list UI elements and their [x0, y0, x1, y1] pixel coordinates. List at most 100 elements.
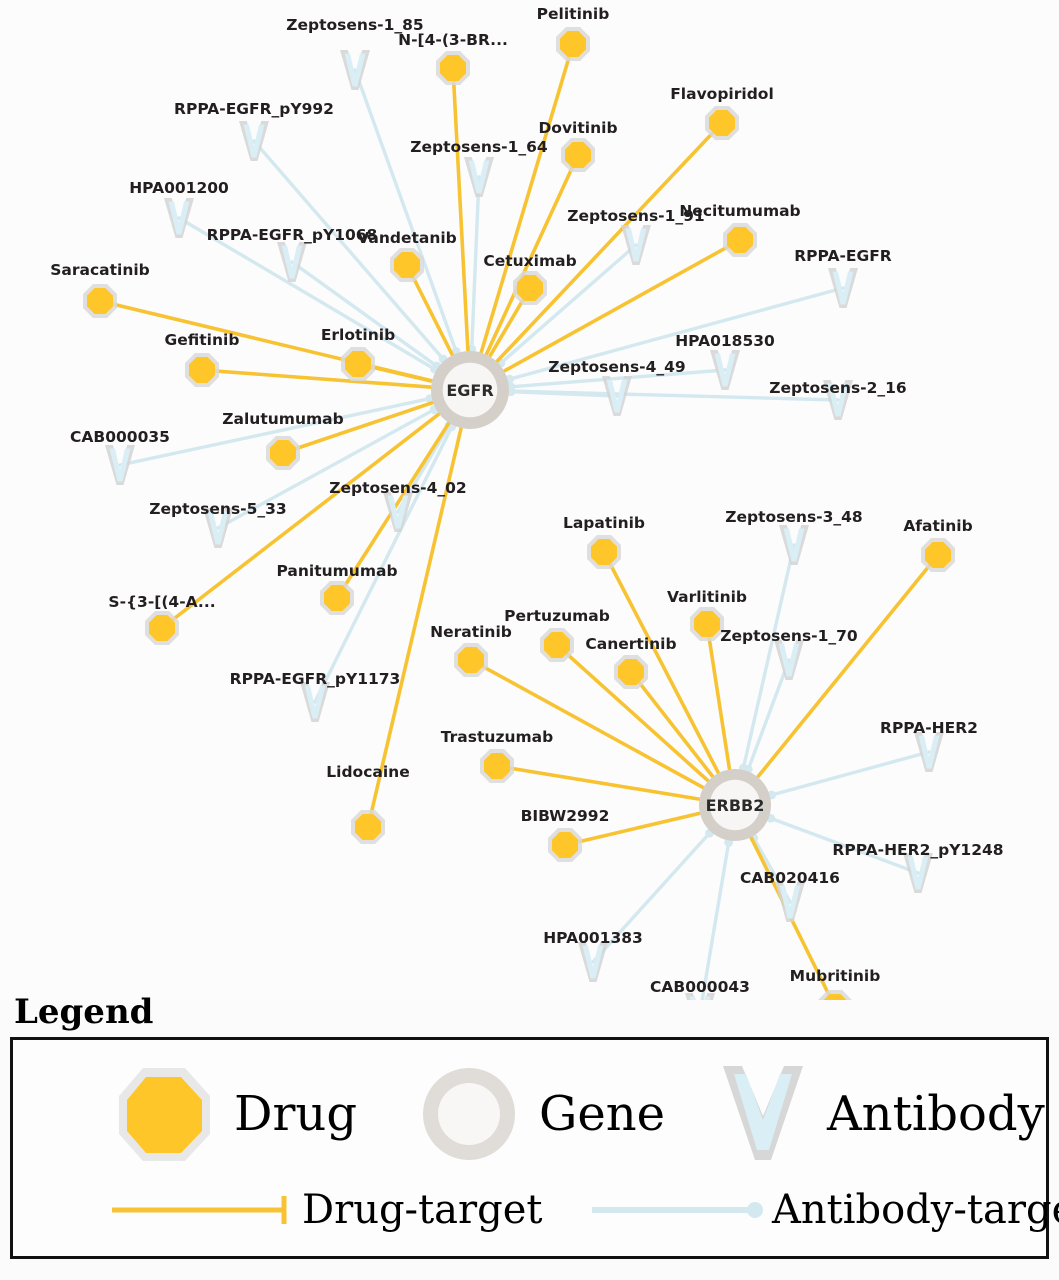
antibody-glyph — [907, 856, 929, 890]
antibody-node[interactable] — [914, 732, 944, 772]
drug-node[interactable] — [454, 643, 488, 677]
antibody-nodes-layer[interactable] — [105, 50, 944, 1000]
antibody-glyph — [582, 945, 604, 979]
antibody-node[interactable] — [340, 50, 370, 90]
drug-node-label: N-[4-(3-BR... — [398, 31, 508, 49]
drug-node-label: Canertinib — [585, 635, 676, 653]
drug-node[interactable] — [723, 223, 757, 257]
antibody-node[interactable] — [828, 268, 858, 308]
antibody-node[interactable] — [383, 492, 413, 532]
antibody-edge — [768, 816, 920, 875]
antibody-node-label: HPA001383 — [543, 929, 643, 947]
drug-node[interactable] — [185, 353, 219, 387]
antibody-glyph — [783, 528, 805, 562]
antibody-node[interactable] — [621, 225, 651, 265]
gene-node[interactable] — [699, 769, 771, 841]
drug-node-label: Flavopiridol — [670, 85, 774, 103]
drug-node[interactable] — [556, 27, 590, 61]
antibody-node[interactable] — [775, 882, 805, 922]
drug-edge — [160, 412, 441, 630]
drug-node[interactable] — [561, 138, 595, 172]
antibody-node[interactable] — [823, 380, 853, 420]
drug-node[interactable] — [320, 581, 354, 615]
antibody-edge — [741, 543, 796, 770]
gene-node[interactable] — [431, 351, 509, 429]
antibody-edge — [746, 658, 791, 772]
antibody-node[interactable] — [239, 121, 269, 161]
drug-node[interactable] — [266, 436, 300, 470]
antibody-node[interactable] — [300, 682, 330, 722]
antibody-node-label: RPPA-HER2_pY1248 — [832, 841, 1003, 859]
drug-edge — [451, 66, 470, 352]
antibody-node[interactable] — [903, 853, 933, 893]
antibody-node[interactable] — [774, 640, 804, 680]
legend-label-drug-target: Drug-target — [302, 1187, 543, 1233]
antibody-edge — [507, 286, 845, 381]
drug-node-label: Varlitinib — [667, 588, 747, 606]
drug-glyph — [345, 351, 371, 377]
drug-edge — [484, 153, 580, 356]
antibody-node[interactable] — [779, 525, 809, 565]
antibody-glyph — [304, 685, 326, 719]
drug-node[interactable] — [587, 535, 621, 569]
drug-glyph — [440, 55, 466, 81]
drug-node[interactable] — [480, 749, 514, 783]
drug-node[interactable] — [818, 990, 852, 1000]
drug-node-label: Pelitinib — [537, 5, 610, 23]
drug-node[interactable] — [614, 655, 648, 689]
drug-node[interactable] — [341, 347, 375, 381]
antibody-node-label: RPPA-EGFR_pY1173 — [230, 670, 401, 688]
antibody-node[interactable] — [578, 942, 608, 982]
drug-edge — [555, 643, 710, 783]
antibody-edge — [353, 68, 458, 354]
drug-node-label: Dovitinib — [538, 119, 617, 137]
drug-node[interactable] — [390, 248, 424, 282]
drug-glyph — [552, 832, 578, 858]
antibody-node-label: HPA018530 — [675, 332, 775, 350]
antibody-glyph — [779, 885, 801, 919]
drug-node[interactable] — [351, 810, 385, 844]
drug-node[interactable] — [83, 284, 117, 318]
drug-node-label: Lapatinib — [563, 514, 645, 532]
legend-item-antibody-target: Antibody-target — [588, 1190, 1059, 1230]
antibody-node[interactable] — [277, 242, 307, 282]
drug-node[interactable] — [690, 607, 724, 641]
antibody-node[interactable] — [203, 508, 233, 548]
antibody-node[interactable] — [105, 445, 135, 485]
antibody-node[interactable] — [710, 350, 740, 390]
drug-node[interactable] — [513, 271, 547, 305]
drug-glyph — [87, 288, 113, 314]
drug-node[interactable] — [705, 106, 739, 140]
antibody-glyph — [714, 353, 736, 387]
drug-nodes-layer[interactable] — [83, 27, 955, 1000]
drug-node-label: Erlotinib — [321, 326, 395, 344]
drug-node-label: Gefitinib — [165, 331, 240, 349]
drug-node[interactable] — [436, 51, 470, 85]
gene-node-label: ERBB2 — [706, 796, 765, 815]
drug-node[interactable] — [548, 828, 582, 862]
antibody-edge — [290, 260, 439, 368]
antibody-node[interactable] — [464, 157, 494, 197]
drug-node[interactable] — [921, 538, 955, 572]
antibody-edge — [509, 389, 840, 402]
antibody-node[interactable] — [602, 376, 632, 416]
drug-glyph — [149, 615, 175, 641]
drug-node[interactable] — [540, 628, 574, 662]
antibody-glyph — [468, 160, 490, 194]
drug-edge — [495, 121, 724, 363]
drug-node-label: Afatinib — [903, 517, 972, 535]
antibody-edges-layer — [118, 68, 931, 1000]
network-canvas[interactable]: Zeptosens-1_85 RPPA-EGFR_pY992 Zeptosens-1… — [0, 0, 1059, 1000]
antibody-glyph — [918, 735, 940, 769]
gene-nodes-layer[interactable] — [431, 351, 771, 841]
drug-node[interactable] — [145, 611, 179, 645]
antibody-node[interactable] — [164, 198, 194, 238]
ring-icon — [423, 1068, 515, 1160]
antibody-glyph — [689, 996, 711, 1000]
drug-glyph — [694, 611, 720, 637]
drug-edge — [705, 622, 732, 771]
gene-core — [442, 362, 498, 418]
antibody-node[interactable] — [685, 993, 715, 1000]
legend-title: Legend — [14, 992, 154, 1032]
drug-node-label: Neratinib — [430, 623, 512, 641]
